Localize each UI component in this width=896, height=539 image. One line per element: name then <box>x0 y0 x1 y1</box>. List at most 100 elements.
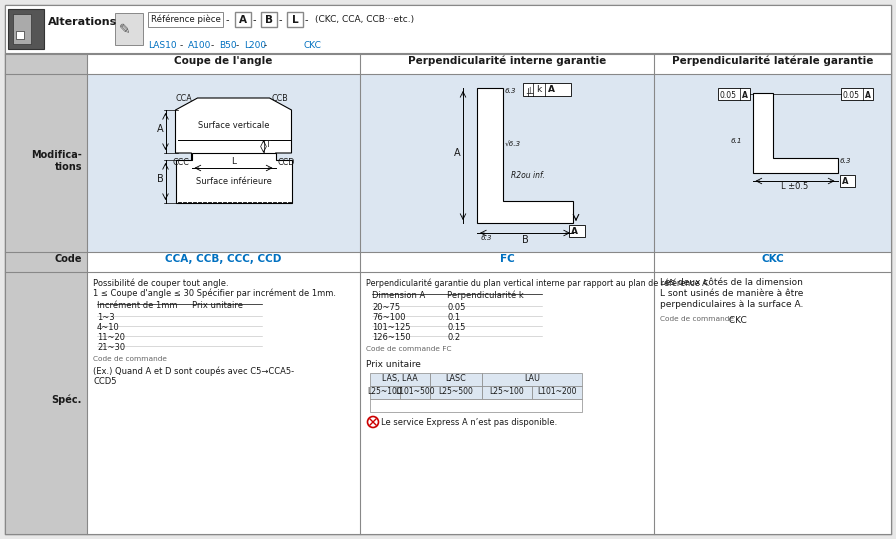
Bar <box>287 12 303 27</box>
Text: A: A <box>454 148 461 157</box>
Bar <box>840 175 855 187</box>
Text: Code de commande: Code de commande <box>660 316 734 322</box>
Text: -: - <box>305 15 308 25</box>
Text: Le service Express A n’est pas disponible.: Le service Express A n’est pas disponibl… <box>381 418 557 427</box>
Text: R2ou inf.: R2ou inf. <box>511 171 545 180</box>
Text: tions: tions <box>55 162 82 172</box>
Text: Possibilité de couper tout angle.: Possibilité de couper tout angle. <box>93 278 228 287</box>
Text: L sont usinés de manière à être: L sont usinés de manière à être <box>660 289 804 298</box>
Text: -: - <box>264 41 267 50</box>
Text: A: A <box>239 15 247 25</box>
Bar <box>654 54 891 74</box>
Text: LAU: LAU <box>524 374 540 383</box>
Text: CKC: CKC <box>303 41 321 50</box>
Bar <box>430 386 482 399</box>
Text: A: A <box>548 86 555 94</box>
Bar <box>569 225 585 237</box>
Bar <box>235 12 251 27</box>
Bar <box>654 252 891 272</box>
Bar <box>8 9 44 49</box>
Text: 6.3: 6.3 <box>481 235 493 241</box>
Bar <box>261 12 277 27</box>
Polygon shape <box>753 93 838 173</box>
Text: CCC: CCC <box>173 158 189 167</box>
Text: perpendiculaires à la surface A.: perpendiculaires à la surface A. <box>660 300 804 309</box>
Polygon shape <box>477 88 573 223</box>
Text: Surface verticale: Surface verticale <box>198 121 270 129</box>
Bar <box>5 54 891 534</box>
Bar <box>370 373 430 386</box>
Text: 21~30: 21~30 <box>97 343 125 352</box>
Text: 20~75: 20~75 <box>372 303 401 312</box>
Bar <box>87 74 360 252</box>
Bar <box>482 386 532 399</box>
Text: Perpendicularité k: Perpendicularité k <box>447 291 524 301</box>
Text: L25~100: L25~100 <box>489 387 524 396</box>
Text: (CKC, CCA, CCB···etc.): (CKC, CCA, CCB···etc.) <box>315 15 414 24</box>
Text: Référence pièce: Référence pièce <box>151 15 221 24</box>
Text: A100: A100 <box>188 41 211 50</box>
Text: B: B <box>521 235 529 245</box>
Text: L: L <box>231 157 236 166</box>
Text: -: - <box>236 41 239 50</box>
Text: Code: Code <box>55 253 82 264</box>
Text: ✎: ✎ <box>119 23 131 37</box>
Text: CCD5: CCD5 <box>93 377 116 386</box>
Text: CCD: CCD <box>278 158 295 167</box>
Text: Code de commande FC: Code de commande FC <box>366 346 452 352</box>
Polygon shape <box>176 153 291 203</box>
Text: 11~20: 11~20 <box>97 333 125 342</box>
Bar <box>87 272 360 534</box>
Text: Spéc.: Spéc. <box>52 394 82 405</box>
Text: B50: B50 <box>219 41 237 50</box>
Bar <box>654 74 891 252</box>
Text: A: A <box>841 177 848 186</box>
Bar <box>840 88 873 100</box>
Text: -: - <box>180 41 184 50</box>
Bar <box>5 54 87 534</box>
Bar <box>718 88 749 100</box>
Bar <box>5 5 891 53</box>
Text: Prix unitaire: Prix unitaire <box>366 360 421 369</box>
Text: Surface inférieure: Surface inférieure <box>195 177 271 186</box>
Text: 1~3: 1~3 <box>97 313 115 322</box>
Text: B: B <box>157 174 163 183</box>
Text: 1 ≤ Coupe d'angle ≤ 30 Spécifier par incrément de 1mm.: 1 ≤ Coupe d'angle ≤ 30 Spécifier par inc… <box>93 288 336 298</box>
Bar <box>148 12 223 27</box>
Bar <box>115 13 143 45</box>
Text: A: A <box>865 91 870 100</box>
Text: 0.05: 0.05 <box>842 91 859 100</box>
Text: Alterations: Alterations <box>48 17 117 27</box>
Text: Coupe de l'angle: Coupe de l'angle <box>175 56 272 66</box>
Text: 6.3: 6.3 <box>840 158 851 164</box>
Text: 0.1: 0.1 <box>447 313 461 322</box>
Bar <box>13 14 31 44</box>
Text: Prix unitaire: Prix unitaire <box>192 301 243 310</box>
Text: CKC: CKC <box>761 253 784 264</box>
Text: FC: FC <box>500 253 514 264</box>
Text: Code de commande: Code de commande <box>93 356 167 362</box>
Bar <box>16 31 24 39</box>
Bar <box>87 252 360 272</box>
Text: CCA, CCB, CCC, CCD: CCA, CCB, CCC, CCD <box>166 253 281 264</box>
Bar <box>400 386 430 399</box>
Bar <box>360 252 654 272</box>
Text: 0.15: 0.15 <box>447 323 465 332</box>
Text: CCA: CCA <box>176 94 193 103</box>
Text: 0.2: 0.2 <box>447 333 461 342</box>
Text: -: - <box>253 15 256 25</box>
Text: L101~200: L101~200 <box>538 387 577 396</box>
Text: L ±0.5: L ±0.5 <box>781 182 808 191</box>
Text: Perpendicularité interne garantie: Perpendicularité interne garantie <box>408 56 606 66</box>
Bar <box>654 272 891 534</box>
Text: ⊥: ⊥ <box>525 86 533 95</box>
Text: Modifica-: Modifica- <box>31 150 82 160</box>
Text: 0.05: 0.05 <box>447 303 465 312</box>
Text: k: k <box>536 86 541 94</box>
Text: A: A <box>742 91 747 100</box>
Polygon shape <box>176 98 291 160</box>
Bar <box>360 272 654 534</box>
Text: -: - <box>211 41 214 50</box>
Text: 6.1: 6.1 <box>731 138 742 144</box>
Text: A: A <box>571 227 578 237</box>
